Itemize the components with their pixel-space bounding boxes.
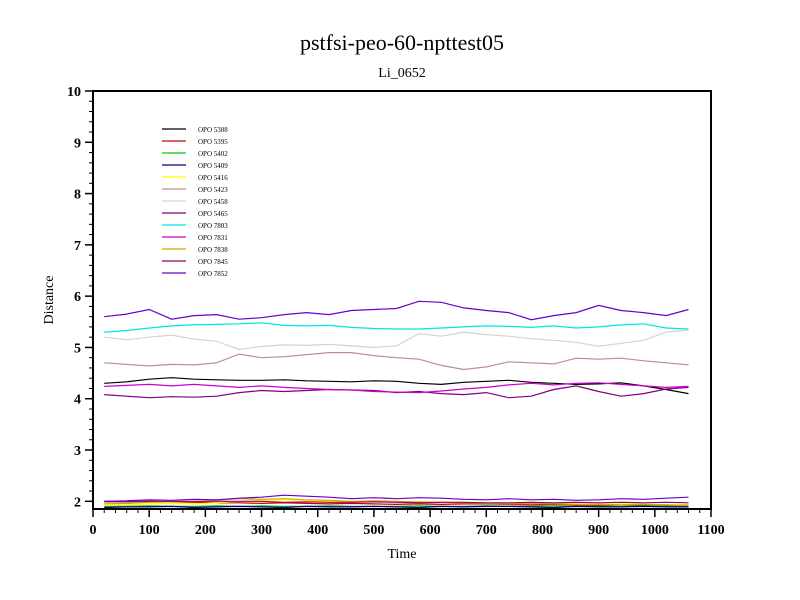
x-tick-label: 700 — [476, 523, 497, 538]
x-axis-label: Time — [387, 547, 416, 562]
plot-lines — [104, 300, 689, 509]
x-tick-label: 300 — [251, 523, 272, 538]
series-line — [104, 500, 689, 504]
y-tick-label: 9 — [74, 136, 81, 151]
chart-subtitle: Li_0652 — [378, 66, 425, 81]
x-tick-label: 400 — [307, 523, 328, 538]
x-tick-label: 0 — [90, 523, 97, 538]
y-tick-label: 3 — [74, 444, 81, 459]
legend-label: OPO 5465 — [198, 210, 228, 218]
y-tick-label: 8 — [74, 188, 81, 203]
series-line — [104, 377, 689, 395]
series-line — [104, 505, 689, 509]
legend-label: OPO 5409 — [198, 162, 228, 170]
y-tick-label: 4 — [74, 393, 81, 408]
series-line — [104, 494, 689, 502]
legend-label: OPO 5416 — [198, 174, 228, 182]
y-axis-label: Distance — [42, 276, 57, 325]
legend-label: OPO 7845 — [198, 258, 228, 266]
y-tick-label: 2 — [74, 495, 81, 510]
series-line — [104, 500, 689, 507]
y-tick-label: 7 — [74, 239, 81, 254]
series-line — [104, 382, 689, 394]
legend-label: OPO 5388 — [198, 126, 228, 134]
legend-label: OPO 7831 — [198, 234, 228, 242]
chart-title: pstfsi-peo-60-npttest05 — [300, 30, 504, 55]
series-line — [104, 329, 689, 351]
x-tick-label: 600 — [420, 523, 441, 538]
legend-label: OPO 5458 — [198, 198, 228, 206]
x-tick-label: 100 — [139, 523, 160, 538]
y-tick-label: 6 — [74, 290, 81, 305]
axes: 0 100 200 300 400 500 600 700 800 900 1000 1100 2 3 4 5… — [67, 85, 725, 538]
legend-label: OPO 7852 — [198, 270, 228, 278]
legend-label: OPO 5402 — [198, 150, 228, 158]
x-tick-label: 200 — [195, 523, 216, 538]
y-tick-label: 5 — [74, 341, 81, 356]
legend: OPO 5388 OPO 5395 OPO 5402 OPO 5409 OPO 5416… — [162, 126, 228, 278]
series-line — [104, 322, 689, 333]
series-line — [104, 300, 689, 321]
legend-label: OPO 7838 — [198, 246, 228, 254]
x-tick-label: 1000 — [641, 523, 669, 538]
legend-label: OPO 7803 — [198, 222, 228, 230]
legend-label: OPO 5395 — [198, 138, 228, 146]
x-tick-label: 1100 — [697, 523, 724, 538]
x-tick-label: 900 — [588, 523, 609, 538]
x-tick-label: 500 — [363, 523, 384, 538]
x-tick-label: 800 — [532, 523, 553, 538]
series-line — [104, 352, 689, 371]
legend-label: OPO 5423 — [198, 186, 228, 194]
y-tick-label: 10 — [67, 85, 81, 100]
plot-frame — [92, 90, 712, 510]
